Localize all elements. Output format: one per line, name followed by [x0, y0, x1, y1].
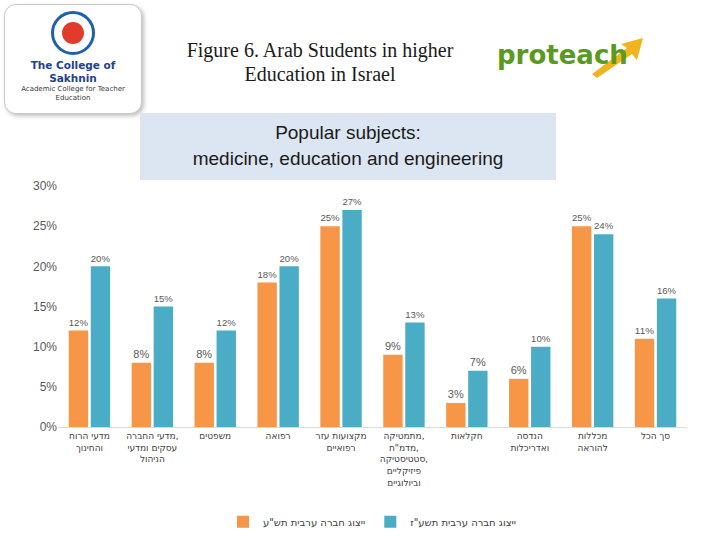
svg-text:24%: 24% [594, 220, 614, 231]
svg-text:25%: 25% [572, 212, 592, 223]
html-text:Academic College for Teacher E: Academic College for Teacher Education [21, 85, 125, 102]
svg-text:8%: 8% [133, 348, 149, 360]
svg-text:מדעי הרוחוהחינוך: מדעי הרוחוהחינוך [69, 431, 110, 453]
svg-text:25%: 25% [320, 212, 340, 223]
svg-text:ייצוג חברה ערבית תש"ע: ייצוג חברה ערבית תש"ע [263, 517, 365, 528]
html-text:proteach: proteach [497, 40, 628, 70]
svg-text:ייצוג חברה ערבית תשע"ז: ייצוג חברה ערבית תשע"ז [410, 517, 516, 528]
svg-text:15%: 15% [154, 293, 174, 304]
svg-text:12%: 12% [69, 317, 89, 328]
svg-text:25%: 25% [33, 219, 57, 233]
svg-text:20%: 20% [33, 260, 57, 274]
svg-text:20%: 20% [279, 253, 299, 264]
svg-text:11%: 11% [635, 325, 654, 336]
svg-text:9%: 9% [385, 340, 401, 352]
svg-text:מכללותלהוראה: מכללותלהוראה [577, 431, 607, 453]
svg-text:20%: 20% [91, 253, 111, 264]
svg-text:10%: 10% [531, 333, 551, 344]
svg-text:3%: 3% [448, 388, 464, 400]
html-text:Figure 6. Arab Students in hig: Figure 6. Arab Students in higher Educat… [186, 39, 454, 85]
svg-text:10%: 10% [33, 340, 57, 354]
svg-text:7%: 7% [470, 356, 486, 368]
svg-text:רפואה: רפואה [266, 431, 291, 441]
svg-text:18%: 18% [257, 269, 277, 280]
html-text:The College of Sakhnin: The College of Sakhnin [30, 59, 116, 84]
svg-text:6%: 6% [511, 364, 527, 376]
svg-text:הנדסהואדריכלות: הנדסהואדריכלות [510, 431, 549, 453]
svg-text:מדעי החברה,עסקים ומדעיהניהול: מדעי החברה,עסקים ומדעיהניהול [126, 431, 178, 464]
svg-text:מקצועות עזררפואיים: מקצועות עזררפואיים [316, 431, 367, 453]
html-text:Popular subjects: medicine, ed: Popular subjects: medicine, education an… [192, 122, 504, 169]
svg-text:16%: 16% [657, 285, 677, 296]
svg-text:27%: 27% [342, 196, 362, 207]
svg-text:13%: 13% [405, 309, 425, 320]
svg-text:משפטים: משפטים [199, 431, 231, 441]
svg-text:8%: 8% [196, 348, 212, 360]
svg-text:30%: 30% [33, 179, 57, 193]
svg-text:מתמטיקה,מדמ"ח,סטטיסטיקה,פיזיקל: מתמטיקה,מדמ"ח,סטטיסטיקה,פיזיקלייםוביולוג… [380, 431, 428, 488]
svg-text:0%: 0% [40, 420, 58, 434]
svg-text:5%: 5% [40, 380, 58, 394]
svg-text:12%: 12% [217, 317, 237, 328]
svg-text:15%: 15% [33, 300, 57, 314]
svg-text:סך הכל: סך הכל [641, 431, 670, 441]
svg-text:חקלאות: חקלאות [451, 431, 483, 441]
